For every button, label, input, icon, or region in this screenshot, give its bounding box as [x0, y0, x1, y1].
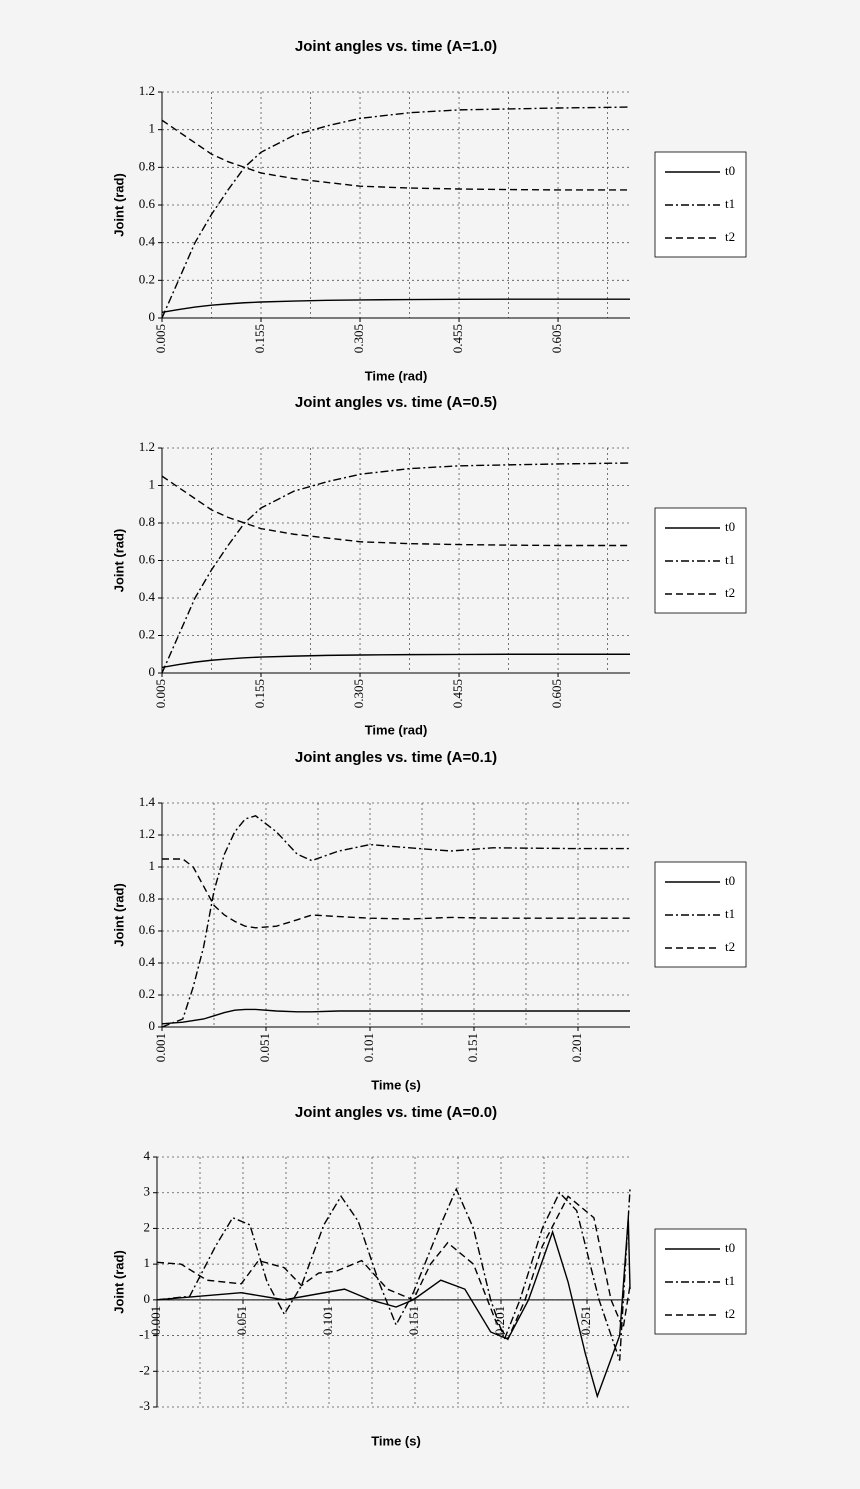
- y-tick-label: 0: [144, 1291, 151, 1306]
- series-line: [156, 1217, 631, 1399]
- y-tick-label: 1: [149, 858, 156, 873]
- legend-label: t2: [725, 939, 735, 954]
- x-tick-label: 0.005: [153, 679, 168, 708]
- series-line: [161, 653, 630, 669]
- y-tick-label: 0.6: [139, 551, 156, 566]
- x-tick-label: 0.155: [252, 324, 267, 353]
- x-tick-label: 0.305: [351, 679, 366, 708]
- x-tick-label: 0.151: [465, 1033, 480, 1062]
- x-tick-label: 0.101: [320, 1306, 335, 1335]
- y-tick-label: 0.8: [139, 514, 155, 529]
- y-tick-label: 1: [149, 476, 156, 491]
- chart-title: Joint angles vs. time (A=0.0): [295, 1104, 497, 1121]
- x-tick-label: 0.001: [153, 1033, 168, 1062]
- legend-label: t1: [725, 1273, 735, 1288]
- chart-title: Joint angles vs. time (A=0.1): [295, 749, 497, 766]
- y-tick-label: 1.2: [139, 83, 155, 98]
- x-tick-label: 0.155: [252, 679, 267, 708]
- series-line: [161, 475, 630, 547]
- y-tick-label: 0.2: [139, 271, 155, 286]
- y-tick-label: 0.4: [139, 589, 156, 604]
- chart-title: Joint angles vs. time (A=0.5): [295, 394, 497, 411]
- y-tick-label: 4: [144, 1148, 151, 1163]
- x-tick-label: 0.051: [257, 1033, 272, 1062]
- legend-label: t1: [725, 196, 735, 211]
- series-line: [161, 815, 630, 1028]
- series-line: [162, 858, 630, 929]
- y-tick-label: -2: [139, 1362, 150, 1377]
- x-tick-label: 0.101: [361, 1033, 376, 1062]
- series-line: [161, 462, 631, 674]
- legend-label: t0: [725, 873, 735, 888]
- x-axis-label: Time (s): [371, 1433, 421, 1448]
- x-tick-label: 0.005: [153, 324, 168, 353]
- y-axis-label: Joint (rad): [111, 173, 126, 237]
- y-tick-label: 0.4: [139, 954, 156, 969]
- y-tick-label: 1.4: [139, 794, 156, 809]
- x-tick-label: 0.605: [549, 324, 564, 353]
- y-tick-label: 2: [144, 1219, 151, 1234]
- y-tick-label: -1: [139, 1327, 150, 1342]
- y-axis-label: Joint (rad): [111, 1250, 126, 1314]
- y-tick-label: 3: [144, 1184, 151, 1199]
- y-tick-label: 0: [149, 664, 156, 679]
- series-line: [161, 298, 630, 314]
- y-tick-label: 0.8: [139, 158, 155, 173]
- series-line: [161, 106, 631, 319]
- y-tick-label: 1.2: [139, 826, 155, 841]
- x-tick-label: 0.001: [148, 1306, 163, 1335]
- legend-label: t1: [725, 906, 735, 921]
- y-tick-label: 0.6: [139, 196, 156, 211]
- legend-label: t0: [725, 1240, 735, 1255]
- y-tick-label: -3: [139, 1398, 150, 1413]
- y-axis-label: Joint (rad): [111, 529, 126, 593]
- x-tick-label: 0.305: [351, 324, 366, 353]
- y-tick-label: 1: [149, 121, 156, 136]
- x-tick-label: 0.251: [578, 1306, 593, 1335]
- y-tick-label: 0: [149, 309, 156, 324]
- legend-label: t2: [725, 585, 735, 600]
- y-tick-label: 0.8: [139, 890, 155, 905]
- y-axis-label: Joint (rad): [111, 883, 126, 947]
- y-tick-label: 0.4: [139, 234, 156, 249]
- chart-title: Joint angles vs. time (A=1.0): [295, 38, 497, 55]
- y-tick-label: 1.2: [139, 439, 155, 454]
- legend-label: t0: [725, 519, 735, 534]
- series-line: [156, 1187, 631, 1361]
- x-tick-label: 0.605: [549, 679, 564, 708]
- legend-label: t1: [725, 552, 735, 567]
- x-tick-label: 0.051: [234, 1306, 249, 1335]
- x-tick-label: 0.151: [406, 1306, 421, 1335]
- series-line: [161, 119, 630, 191]
- x-axis-label: Time (rad): [365, 368, 428, 383]
- series-line: [156, 1195, 631, 1341]
- legend-label: t2: [725, 229, 735, 244]
- legend-label: t0: [725, 163, 735, 178]
- x-tick-label: 0.455: [450, 324, 465, 353]
- y-tick-label: 0.6: [139, 922, 156, 937]
- legend-label: t2: [725, 1306, 735, 1321]
- x-tick-label: 0.201: [569, 1033, 584, 1062]
- series-line: [161, 1008, 630, 1025]
- y-tick-label: 0.2: [139, 626, 155, 641]
- y-tick-label: 0: [149, 1018, 156, 1033]
- y-tick-label: 1: [144, 1255, 151, 1270]
- x-axis-label: Time (rad): [365, 722, 428, 737]
- x-tick-label: 0.455: [450, 679, 465, 708]
- y-tick-label: 0.2: [139, 986, 155, 1001]
- x-axis-label: Time (s): [371, 1077, 421, 1092]
